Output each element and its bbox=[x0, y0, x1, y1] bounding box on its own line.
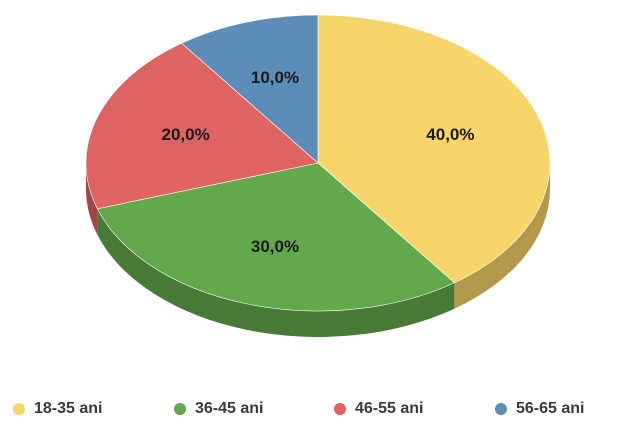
pie-slice-46-55[interactable] bbox=[85, 42, 319, 210]
pie-depth-layer bbox=[86, 163, 550, 338]
legend-label-18-35: 18-35 ani bbox=[34, 400, 103, 417]
pie-top-layer bbox=[85, 14, 551, 312]
data-label-36-45: 30,0% bbox=[251, 237, 299, 256]
legend-marker-56-65 bbox=[495, 403, 507, 415]
data-label-56-65: 10,0% bbox=[251, 68, 299, 87]
data-label-18-35: 40,0% bbox=[426, 125, 474, 144]
chart-legend: 18-35 ani 36-45 ani 46-55 ani 56-65 ani bbox=[0, 396, 626, 422]
data-label-46-55: 20,0% bbox=[161, 125, 209, 144]
pie-slice-18-35[interactable] bbox=[317, 14, 551, 284]
pie-side-18-35 bbox=[454, 163, 550, 309]
pie-side-46-55 bbox=[86, 163, 98, 235]
pie-chart: 40,0% 30,0% 20,0% 10,0% bbox=[85, 14, 551, 338]
pie-side-36-45 bbox=[97, 208, 455, 338]
legend-marker-18-35 bbox=[13, 403, 25, 415]
legend-item-56-65[interactable]: 56-65 ani bbox=[495, 396, 584, 422]
legend-label-46-55: 46-55 ani bbox=[355, 400, 424, 417]
legend-label-56-65: 56-65 ani bbox=[516, 400, 585, 417]
legend-label-36-45: 36-45 ani bbox=[195, 400, 264, 417]
legend-marker-46-55 bbox=[334, 403, 346, 415]
legend-item-36-45[interactable]: 36-45 ani bbox=[174, 396, 263, 422]
legend-item-46-55[interactable]: 46-55 ani bbox=[334, 396, 423, 422]
pie-label-layer: 40,0% 30,0% 20,0% 10,0% bbox=[161, 68, 474, 256]
legend-marker-36-45 bbox=[174, 403, 186, 415]
pie-slice-36-45[interactable] bbox=[96, 162, 455, 312]
legend-item-18-35[interactable]: 18-35 ani bbox=[13, 396, 102, 422]
pie-slice-56-65[interactable] bbox=[181, 14, 319, 164]
